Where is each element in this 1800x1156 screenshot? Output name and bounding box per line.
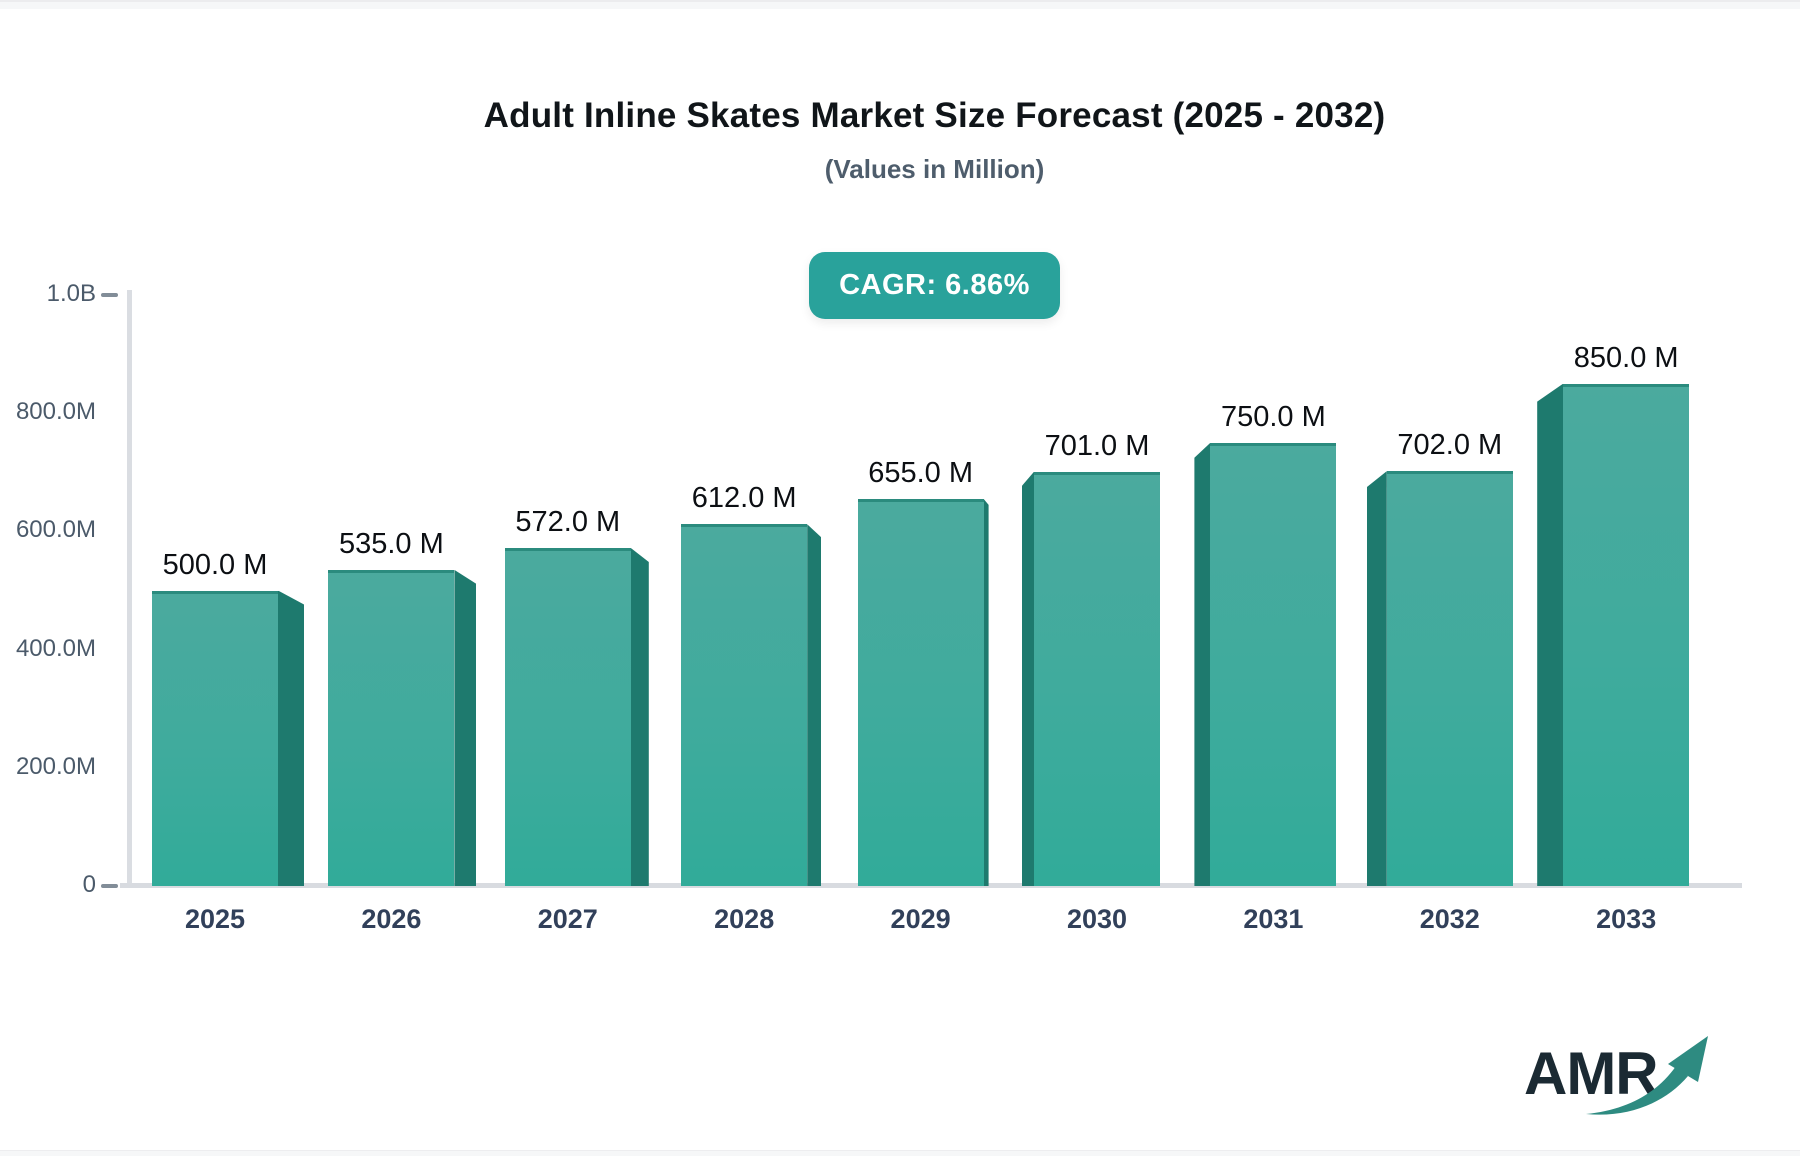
bar-2033 bbox=[1537, 383, 1690, 886]
y-axis-label: 400.0M bbox=[15, 634, 96, 662]
bar-side-face bbox=[1537, 383, 1564, 886]
bar-value-label: 572.0 M bbox=[515, 505, 621, 538]
bar-value-label: 500.0 M bbox=[162, 548, 268, 581]
bar-value-label: 612.0 M bbox=[691, 482, 797, 515]
amr-logo-graphic: AMR bbox=[1524, 1036, 1708, 1115]
bar-2026 bbox=[328, 569, 477, 886]
bar-side-face bbox=[1366, 471, 1387, 886]
y-axis-label: 600.0M bbox=[15, 516, 96, 544]
bar-2030 bbox=[1022, 471, 1160, 886]
page-title: Adult Inline Skates Market Size Forecast… bbox=[483, 96, 1386, 135]
bar-side-face bbox=[1194, 442, 1211, 886]
bar-value-label: 655.0 M bbox=[868, 456, 973, 489]
top-edge bbox=[0, 0, 1800, 9]
amr-logo-text: AMR bbox=[1524, 1040, 1658, 1107]
bar-side-face bbox=[807, 524, 822, 886]
amr-arrow-icon bbox=[1586, 1036, 1708, 1115]
bar-value-label: 702.0 M bbox=[1397, 429, 1503, 462]
bar-front-face bbox=[152, 590, 278, 886]
bar-side-face bbox=[1022, 471, 1034, 886]
bar-side-face bbox=[983, 498, 989, 886]
bar-2031 bbox=[1194, 442, 1337, 886]
x-axis-label: 2027 bbox=[537, 904, 598, 934]
bar-front-face bbox=[328, 569, 455, 886]
bar-front-face bbox=[1034, 471, 1160, 886]
bar-2032 bbox=[1366, 471, 1513, 886]
amr-logo: AMR bbox=[1516, 1022, 1746, 1132]
bar-value-label: 750.0 M bbox=[1220, 400, 1326, 433]
y-axis-label: 0 bbox=[82, 871, 96, 898]
x-axis-label: 2033 bbox=[1596, 904, 1657, 934]
y-axis-line bbox=[127, 290, 132, 886]
bar-front-face bbox=[1386, 471, 1513, 886]
y-axis-label: 200.0M bbox=[15, 752, 96, 780]
bar-side-face bbox=[454, 569, 477, 886]
x-axis-label: 2030 bbox=[1066, 904, 1128, 934]
bar-2029 bbox=[857, 498, 989, 886]
bar-side-face bbox=[630, 547, 649, 886]
y-axis-tick-mark bbox=[101, 293, 118, 297]
bar-front-face bbox=[681, 524, 808, 886]
bar-front-face bbox=[1210, 442, 1337, 886]
x-axis-label: 2028 bbox=[714, 904, 775, 934]
bar-value-label: 701.0 M bbox=[1044, 429, 1150, 462]
page-subtitle: (Values in Million) bbox=[824, 154, 1045, 184]
bar-front-face bbox=[857, 498, 984, 886]
bar-value-label: 535.0 M bbox=[338, 527, 444, 560]
bar-2025 bbox=[152, 590, 304, 886]
x-axis-label: 2032 bbox=[1419, 904, 1480, 934]
y-axis-tick-mark bbox=[101, 884, 118, 888]
cagr-badge: CAGR: 6.86% bbox=[809, 252, 1060, 319]
bar-front-face bbox=[504, 547, 631, 886]
x-axis-label: 2031 bbox=[1243, 904, 1304, 934]
y-axis-label: 800.0M bbox=[15, 398, 96, 426]
x-axis-label: 2026 bbox=[361, 904, 422, 934]
bar-2027 bbox=[504, 547, 649, 886]
cagr-badge-row: CAGR: 6.86% bbox=[127, 252, 1742, 319]
bar-front-face bbox=[1563, 383, 1690, 886]
bar-side-face bbox=[278, 590, 304, 886]
bottom-edge bbox=[0, 1150, 1800, 1156]
bar-2028 bbox=[681, 524, 822, 886]
y-axis-label: 1.0B bbox=[46, 280, 96, 307]
x-axis-label: 2025 bbox=[184, 904, 246, 934]
x-axis-label: 2029 bbox=[890, 904, 951, 934]
cagr-badge-label: CAGR: 6.86% bbox=[839, 269, 1030, 301]
chart-header: Adult Inline Skates Market Size Forecast… bbox=[127, 96, 1742, 185]
bar-value-label: 850.0 M bbox=[1573, 341, 1679, 374]
